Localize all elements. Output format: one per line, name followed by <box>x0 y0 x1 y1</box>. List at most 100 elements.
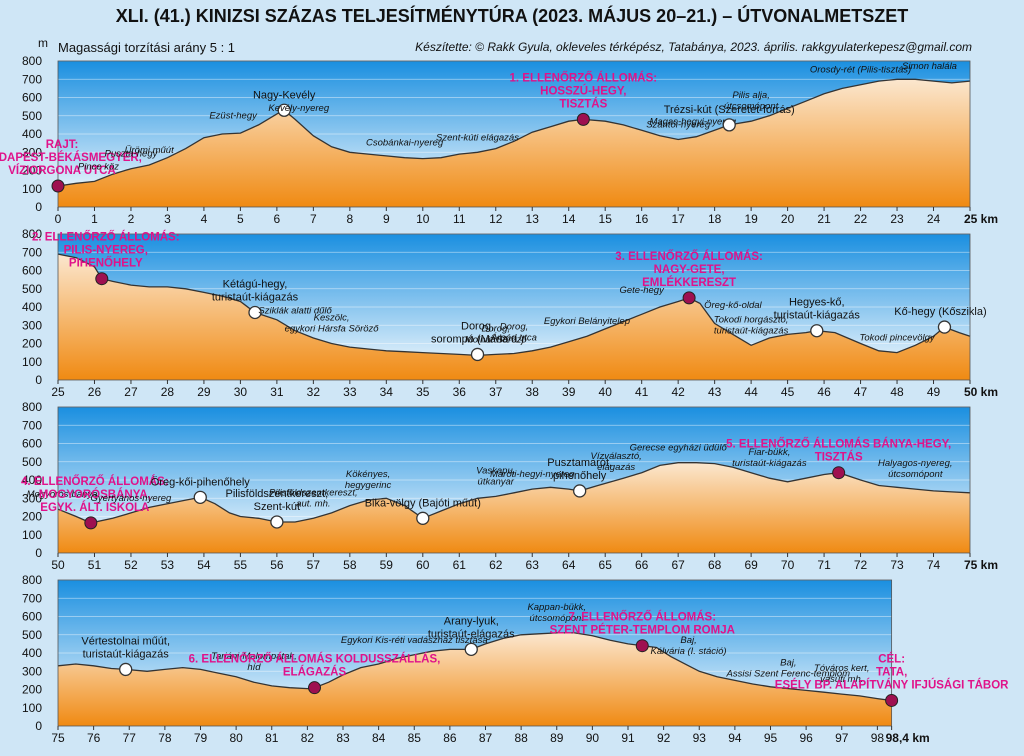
elevation-line <box>57 632 892 702</box>
x-tick-label: 50 km <box>964 385 998 399</box>
waypoint-label: Hegyes-kő, turistaút-kiágazás <box>774 297 861 322</box>
waypoint-label: Vértestolnai műút, turistaút-kiágazás <box>81 635 170 660</box>
x-tick-label: 5 <box>237 212 244 226</box>
waypoint-marker <box>810 324 824 338</box>
y-tick-label: 800 <box>22 573 42 587</box>
y-tick-label: 400 <box>22 473 42 487</box>
y-tick-label: 400 <box>22 300 42 314</box>
x-tick-label: 68 <box>708 558 722 572</box>
elevation-area <box>58 462 970 553</box>
x-tick-label: 42 <box>671 385 685 399</box>
place-label: Ezüst-hegy <box>209 110 258 121</box>
profile-panel-3: 0 100 200 300 400 500 600 700 800 50 51 52 53 54 55 56 5… <box>21 400 998 572</box>
x-tick-label: 21 <box>817 212 831 226</box>
x-tick-label: 39 <box>562 385 576 399</box>
place-label: Simon halála <box>902 61 957 72</box>
x-tick-label: 22 <box>854 212 868 226</box>
waypoint-marker <box>573 484 587 498</box>
x-tick-label: 30 <box>234 385 248 399</box>
x-tick-label: 16 <box>635 212 649 226</box>
place-label: Pilisföldszentkereszt, aut. mh. <box>269 487 358 509</box>
x-tick-label: 96 <box>799 731 813 745</box>
x-tick-label: 72 <box>854 558 868 572</box>
x-tick-label: 54 <box>197 558 211 572</box>
x-tick-label: 29 <box>197 385 211 399</box>
y-tick-label: 800 <box>22 400 42 414</box>
elevation-area <box>58 632 892 726</box>
x-tick-label: 2 <box>128 212 135 226</box>
x-tick-label: 45 <box>781 385 795 399</box>
waypoint-marker <box>119 662 133 677</box>
y-tick-label: 700 <box>22 72 42 86</box>
x-tick-label: 33 <box>343 385 357 399</box>
waypoint-marker <box>470 347 485 362</box>
x-tick-label: 97 <box>835 731 849 745</box>
place-label: Mogyorós-bánya <box>27 489 98 500</box>
x-tick-label: 93 <box>693 731 707 745</box>
place-label: Gerecse egyházi üdülő <box>630 443 728 454</box>
elevation-area <box>58 254 970 380</box>
y-tick-label: 400 <box>22 127 42 141</box>
x-tick-label: 24 <box>927 212 941 226</box>
y-tick-label: 700 <box>22 418 42 432</box>
x-tick-label: 34 <box>380 385 394 399</box>
x-tick-label: 58 <box>343 558 357 572</box>
place-label: Vaskapu, útkanyar <box>476 465 515 487</box>
place-label: Kappan-bükk, útcsomópont <box>527 602 586 624</box>
elevation-line <box>57 462 971 524</box>
x-tick-label: 81 <box>265 731 279 745</box>
place-label: Kökényes, hegygerinc <box>345 469 392 491</box>
x-tick-label: 74 <box>927 558 941 572</box>
plot-frame <box>57 406 971 554</box>
place-label: Fiar-bükk, turistaút-kiágazás <box>732 447 807 469</box>
y-tick-label: 600 <box>22 91 42 105</box>
waypoint-marker <box>248 305 262 320</box>
y-tick-label: 600 <box>22 264 42 278</box>
x-tick-label: 84 <box>372 731 386 745</box>
waypoint-label: Pusztamarót, pihenőhely <box>547 457 612 482</box>
y-tick-label: 500 <box>22 455 42 469</box>
y-tick-label: 200 <box>22 164 42 178</box>
x-tick-label: 46 <box>817 385 831 399</box>
x-tick-label: 23 <box>890 212 904 226</box>
checkpoint-label: 7. ELLENŐRZŐ ÁLLOMÁS: SZENT PÉTER-TEMPLOM… <box>550 611 735 637</box>
y-tick-label: 300 <box>22 318 42 332</box>
x-tick-label: 26 <box>88 385 102 399</box>
y-tick-label: 500 <box>22 109 42 123</box>
waypoint-label: Dorog, sorompó (Mária u.) <box>431 320 524 345</box>
place-label: Orosdy-rét (Pilis-tisztás) <box>810 65 911 76</box>
y-tick-label: 0 <box>35 546 42 560</box>
place-label: Szent-kúti elágazás <box>436 132 519 143</box>
waypoint-marker <box>277 103 291 117</box>
waypoint-marker <box>937 320 952 334</box>
waypoint-label: Öreg-kői-pihenőhely <box>151 476 251 488</box>
place-label: Dorog, Árpád utca <box>490 322 537 344</box>
y-tick-label: 100 <box>22 528 42 542</box>
x-tick-label: 4 <box>201 212 208 226</box>
x-tick-label: 40 <box>599 385 613 399</box>
x-tick-label: 50 <box>51 558 65 572</box>
x-tick-label: 76 <box>87 731 101 745</box>
place-label: Tokodi pincevölgy <box>859 333 935 344</box>
plot-frame <box>57 233 971 381</box>
x-tick-label: 91 <box>621 731 635 745</box>
x-tick-label: 28 <box>161 385 175 399</box>
waypoint-label: Bika-völgy (Bajóti műút) <box>365 497 481 509</box>
x-tick-label: 18 <box>708 212 722 226</box>
place-label: Tarjáni-Malompatak, híd <box>211 651 297 673</box>
x-tick-label: 85 <box>408 731 422 745</box>
x-tick-label: 80 <box>229 731 243 745</box>
x-tick-label: 77 <box>123 731 137 745</box>
place-label: Maróti-hegyi-nyereg <box>490 469 575 480</box>
x-tick-label: 62 <box>489 558 503 572</box>
place-label: Keszölc, egykori Hársfa Söröző <box>285 313 380 335</box>
y-tick-label: 800 <box>22 54 42 68</box>
place-label: Gyertyános-nyereg <box>91 493 173 504</box>
place-label: Ürömi műút <box>125 145 174 156</box>
place-label: Vízválasztó, elágazás <box>591 451 642 473</box>
x-tick-label: 60 <box>416 558 430 572</box>
x-tick-label: 83 <box>336 731 350 745</box>
checkpoint-marker <box>308 681 321 695</box>
x-tick-label: 71 <box>817 558 831 572</box>
